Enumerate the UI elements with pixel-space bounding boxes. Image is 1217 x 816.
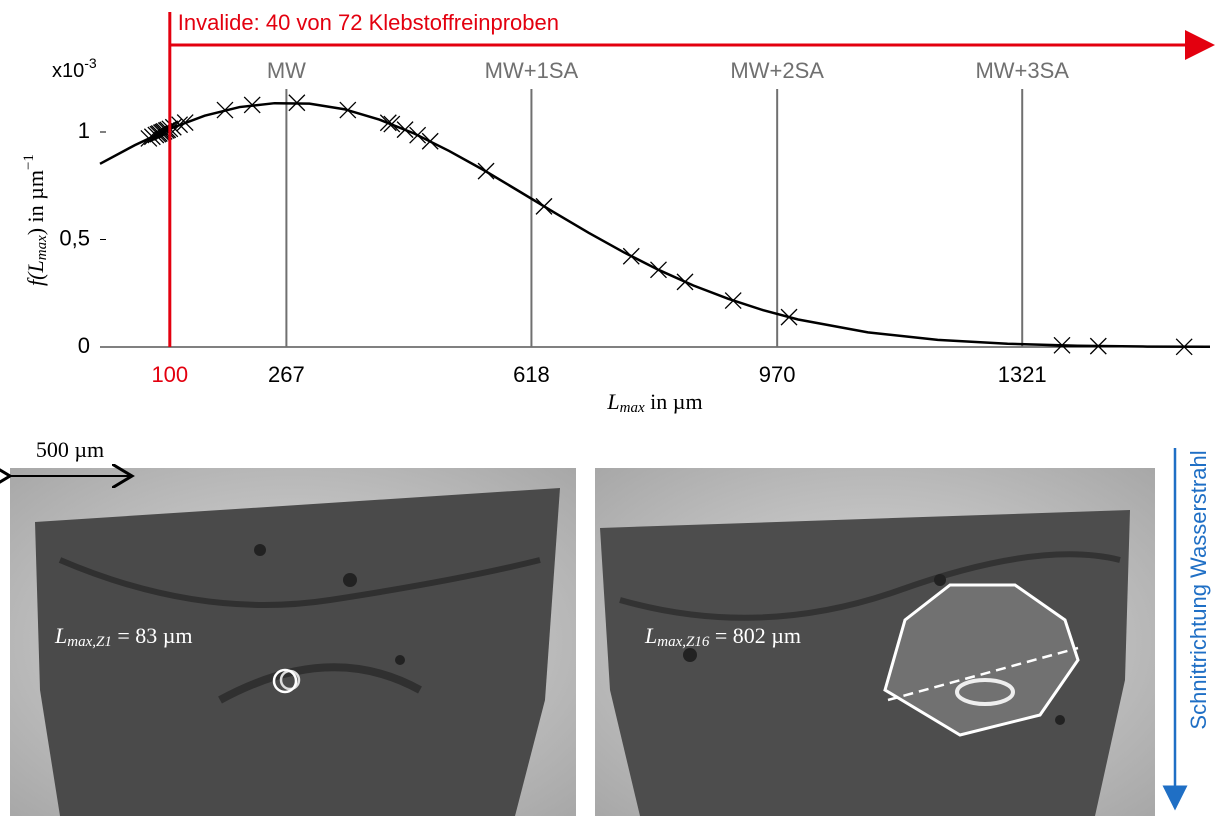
x-tick-label: 267 <box>268 362 305 387</box>
sample-marker <box>781 309 797 325</box>
sample-marker <box>410 127 426 143</box>
sample-marker <box>536 198 552 214</box>
density-curve <box>100 103 1210 347</box>
reference-label: MW+3SA <box>975 58 1069 83</box>
chart-title: Invalide: 40 von 72 Klebstoffreinproben <box>178 10 559 35</box>
scale-part: x10 <box>52 60 84 82</box>
scale-bar-label: 500 µm <box>36 437 104 462</box>
x-tick-label: 970 <box>759 362 796 387</box>
x-tick-label: 1321 <box>998 362 1047 387</box>
reference-label: MW <box>267 58 306 83</box>
page: {"chart_data": {"type": "line", "title":… <box>0 0 1217 816</box>
sample-marker <box>397 122 413 138</box>
y-axis-label: f(Lmax) in µm−1 <box>21 154 50 286</box>
sample-marker <box>177 115 193 131</box>
x-axis-label: Lmax in µm <box>606 389 702 416</box>
scale-part: -3 <box>84 55 97 71</box>
label-part: max,Z1 <box>67 634 112 650</box>
y-scale-factor: x10-3 <box>52 55 97 83</box>
direction-label: Schnittrichtung Wasserstrahl <box>1186 450 1211 729</box>
label-part: L <box>644 623 657 648</box>
reference-label: MW+2SA <box>730 58 824 83</box>
y-tick-label: 1 <box>78 118 90 143</box>
reference-label: MW+1SA <box>485 58 579 83</box>
x-tick-label: 100 <box>151 362 188 387</box>
label-part: = 802 µm <box>709 623 801 648</box>
label-part: max <box>620 400 645 416</box>
sample-marker <box>650 262 666 278</box>
label-part: −1 <box>21 154 37 170</box>
label-part: max,Z16 <box>657 634 710 650</box>
label-part: in µm <box>645 389 703 414</box>
y-tick-label: 0,5 <box>59 225 90 250</box>
label-part: f(L <box>23 260 48 286</box>
figure: 500 µm Lmax,Z1 = 83 µm Lmax,Z16 = 802 µm… <box>0 0 1217 816</box>
x-tick-label: 618 <box>513 362 550 387</box>
label-part: L <box>54 623 67 648</box>
sample-marker <box>623 248 639 264</box>
label-part: ) in µm <box>23 170 48 235</box>
y-tick-label: 0 <box>78 333 90 358</box>
label-part: L <box>606 389 619 414</box>
sample-marker <box>725 293 741 309</box>
label-part: = 83 µm <box>112 623 193 648</box>
label-part: max <box>34 235 50 260</box>
sample-marker <box>422 133 438 149</box>
sample-marker <box>677 274 693 290</box>
sample-marker <box>478 163 494 179</box>
